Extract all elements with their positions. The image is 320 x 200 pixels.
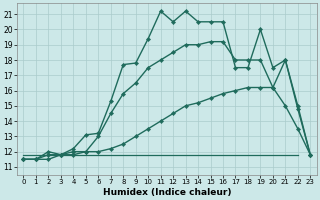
X-axis label: Humidex (Indice chaleur): Humidex (Indice chaleur) <box>103 188 231 197</box>
